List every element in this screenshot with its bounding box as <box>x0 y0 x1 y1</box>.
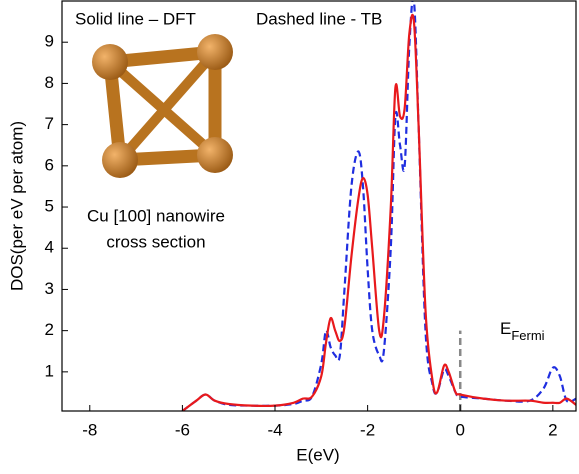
y-tick-label: 6 <box>45 155 54 174</box>
x-tick-label: 2 <box>548 420 557 439</box>
y-tick-label: 1 <box>45 361 54 380</box>
fermi-label: EFermi <box>500 319 545 343</box>
plot-area <box>181 1 576 411</box>
fermi-sub: Fermi <box>511 328 544 343</box>
fermi-e: E <box>500 319 511 338</box>
annotation: Solid line – DFT <box>75 9 196 28</box>
x-tick-label: -6 <box>175 420 190 439</box>
x-tick-label: -8 <box>82 420 97 439</box>
x-tick-label: -4 <box>267 420 282 439</box>
y-tick-label: 2 <box>45 320 54 339</box>
x-tick-label: 0 <box>455 420 464 439</box>
annotation: Cu [100] nanowire <box>87 206 225 225</box>
x-axis-label: E(eV) <box>296 445 339 464</box>
y-tick-label: 8 <box>45 73 54 92</box>
y-tick-label: 7 <box>45 114 54 133</box>
axes-frame <box>61 0 577 412</box>
series-line <box>181 13 576 411</box>
y-tick-label: 5 <box>45 197 54 216</box>
annotation: Dashed line - TB <box>256 9 382 28</box>
series-line <box>181 1 576 411</box>
x-tick-label: -2 <box>360 420 375 439</box>
y-tick-label: 4 <box>45 238 54 257</box>
y-tick-label: 3 <box>45 279 54 298</box>
y-axis-label: DOS(per eV per atom) <box>7 121 26 291</box>
nanowire-image <box>92 34 233 178</box>
annotation: cross section <box>106 232 205 251</box>
y-tick-label: 9 <box>45 32 54 51</box>
